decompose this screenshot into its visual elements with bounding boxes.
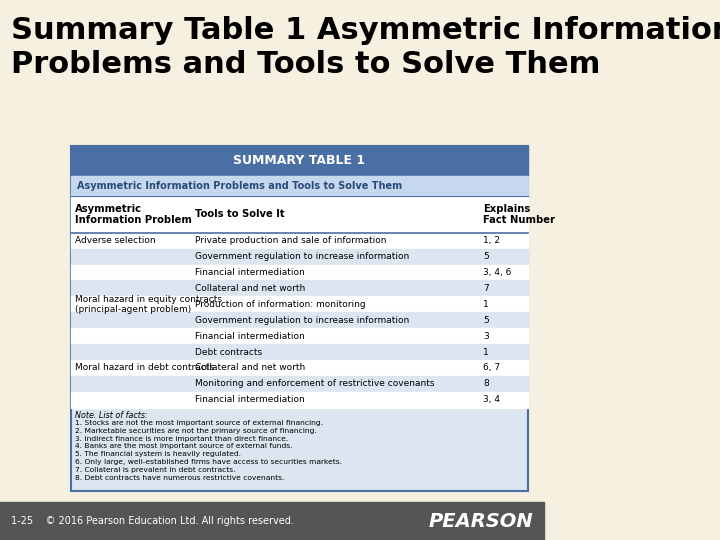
Text: 5: 5 — [483, 252, 489, 261]
Bar — [71, 312, 528, 328]
Bar — [71, 146, 528, 176]
Text: 3. Indirect finance is more important than direct finance.: 3. Indirect finance is more important th… — [75, 435, 289, 442]
Text: 1: 1 — [483, 300, 489, 309]
Text: 2. Marketable securities are not the primary source of financing.: 2. Marketable securities are not the pri… — [75, 428, 317, 434]
Text: 1, 2: 1, 2 — [483, 236, 500, 245]
Text: Explains
Fact Number: Explains Fact Number — [483, 204, 555, 225]
Bar — [71, 328, 528, 344]
Bar — [71, 233, 528, 248]
Text: 8. Debt contracts have numerous restrictive covenants.: 8. Debt contracts have numerous restrict… — [75, 475, 284, 481]
Bar — [71, 176, 528, 196]
Text: Collateral and net worth: Collateral and net worth — [195, 363, 305, 373]
Text: Moral hazard in debt contracts: Moral hazard in debt contracts — [75, 363, 214, 373]
Text: 4. Banks are the most important source of external funds.: 4. Banks are the most important source o… — [75, 443, 292, 449]
Text: 1: 1 — [483, 348, 489, 356]
Text: Monitoring and enforcement of restrictive covenants: Monitoring and enforcement of restrictiv… — [195, 379, 434, 388]
Text: 3: 3 — [483, 332, 489, 341]
Text: Tools to Solve It: Tools to Solve It — [195, 210, 284, 219]
Bar — [0, 502, 544, 540]
Text: SUMMARY TABLE 1: SUMMARY TABLE 1 — [233, 154, 366, 167]
Text: Financial intermediation: Financial intermediation — [195, 268, 305, 277]
Text: 7. Collateral is prevalent in debt contracts.: 7. Collateral is prevalent in debt contr… — [75, 467, 235, 473]
Text: 5. The financial system is heavily regulated.: 5. The financial system is heavily regul… — [75, 451, 241, 457]
Text: Summary Table 1 Asymmetric Information
Problems and Tools to Solve Them: Summary Table 1 Asymmetric Information P… — [11, 16, 720, 79]
Bar — [71, 265, 528, 280]
Text: Debt contracts: Debt contracts — [195, 348, 262, 356]
Bar — [71, 280, 528, 296]
Text: 7: 7 — [483, 284, 489, 293]
Text: PEARSON: PEARSON — [428, 511, 534, 531]
Bar — [71, 344, 528, 360]
Bar — [71, 296, 528, 312]
Text: 1. Stocks are not the most important source of external financing.: 1. Stocks are not the most important sou… — [75, 420, 323, 426]
Text: Government regulation to increase information: Government regulation to increase inform… — [195, 252, 409, 261]
Text: 3, 4: 3, 4 — [483, 395, 500, 404]
Text: 1-25    © 2016 Pearson Education Ltd. All rights reserved.: 1-25 © 2016 Pearson Education Ltd. All r… — [11, 516, 294, 526]
Text: Government regulation to increase information: Government regulation to increase inform… — [195, 316, 409, 325]
Text: 3, 4, 6: 3, 4, 6 — [483, 268, 512, 277]
Text: Adverse selection: Adverse selection — [75, 236, 156, 245]
Text: Production of information: monitoring: Production of information: monitoring — [195, 300, 366, 309]
Bar — [71, 376, 528, 392]
Text: Private production and sale of information: Private production and sale of informati… — [195, 236, 387, 245]
Bar — [71, 248, 528, 265]
Text: 5: 5 — [483, 316, 489, 325]
Text: 8: 8 — [483, 379, 489, 388]
Text: 6, 7: 6, 7 — [483, 363, 500, 373]
Text: Asymmetric Information Problems and Tools to Solve Them: Asymmetric Information Problems and Tool… — [77, 181, 402, 191]
Bar — [71, 392, 528, 408]
Bar — [71, 196, 528, 233]
Text: Note. List of facts:: Note. List of facts: — [75, 411, 148, 420]
Text: Financial intermediation: Financial intermediation — [195, 395, 305, 404]
Text: Asymmetric
Information Problem: Asymmetric Information Problem — [75, 204, 192, 225]
Text: Collateral and net worth: Collateral and net worth — [195, 284, 305, 293]
Text: 6. Only large, well-established firms have access to securities markets.: 6. Only large, well-established firms ha… — [75, 459, 342, 465]
Bar — [71, 146, 528, 491]
Text: Financial intermediation: Financial intermediation — [195, 332, 305, 341]
Bar — [71, 360, 528, 376]
Text: Moral hazard in equity contracts
(principal-agent problem): Moral hazard in equity contracts (princi… — [75, 295, 222, 314]
